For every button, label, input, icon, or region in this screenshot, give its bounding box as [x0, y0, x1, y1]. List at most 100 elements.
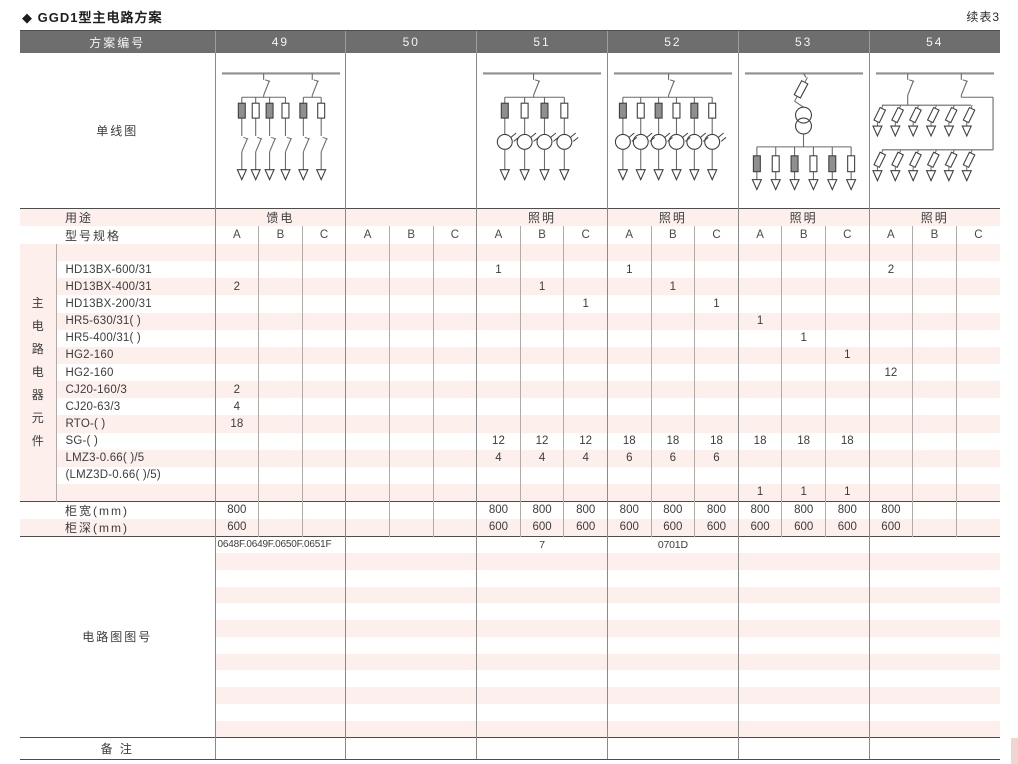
drawing-filler-cell — [606, 586, 739, 604]
qty-cell — [388, 381, 434, 399]
qty-cell — [345, 398, 390, 416]
qty-cell — [388, 449, 434, 467]
qty-cell — [563, 346, 608, 364]
dimension-cell: 800 — [563, 500, 608, 519]
qty-cell — [388, 346, 434, 364]
group-label-char-5: 元 — [31, 410, 44, 425]
qty-cell — [345, 415, 390, 433]
qty-cell — [606, 381, 652, 399]
qty-cell: 6 — [606, 449, 652, 467]
drawing-filler-cell — [606, 704, 739, 721]
qty-cell — [519, 261, 564, 279]
drawing-row — [20, 586, 1000, 604]
drawing-filler-cell — [345, 620, 477, 637]
qty-cell — [912, 432, 957, 450]
drawing-filler-cell — [737, 653, 870, 671]
qty-cell — [476, 312, 521, 330]
qty-cell — [781, 244, 826, 262]
drawing-filler-cell — [214, 687, 346, 705]
drawing-filler-cell — [214, 569, 346, 587]
model-name: HD13BX-400/31 — [56, 278, 216, 296]
cabinet-depth-row: 柜深(mm) 600 600 600 600 600 600 600 600 600 600 600 — [20, 518, 1000, 537]
qty-cell — [345, 449, 390, 467]
dimension-cell: 600 — [650, 518, 695, 537]
qty-cell — [650, 363, 695, 382]
qty-cell — [519, 363, 564, 382]
remark-cell-52 — [606, 737, 739, 761]
drawing-row — [20, 569, 1000, 587]
qty-cell — [258, 381, 303, 399]
qty-cell: 6 — [650, 449, 695, 467]
qty-cell — [737, 363, 782, 382]
dimension-cell: 800 — [694, 500, 739, 519]
qty-cell — [955, 312, 1000, 330]
qty-cell — [824, 415, 870, 433]
model-name: CJ20-160/3 — [56, 381, 216, 399]
drawing-filler-cell — [476, 603, 608, 621]
dimension-cell — [258, 500, 303, 519]
usage-cell-49: 馈电 — [214, 208, 346, 226]
qty-cell — [868, 466, 913, 484]
qty-cell — [824, 278, 870, 296]
qty-cell — [912, 329, 957, 347]
qty-cell — [563, 381, 608, 399]
qty-cell — [824, 398, 870, 416]
qty-cell: 12 — [563, 432, 608, 450]
qty-cell — [345, 329, 390, 347]
qty-cell: 12 — [476, 432, 521, 450]
qty-cell — [519, 312, 564, 330]
dimension-cell: 800 — [737, 500, 782, 519]
drawing-number-cell-52: 0701D — [606, 535, 739, 553]
qty-cell — [258, 278, 303, 296]
dimension-cell — [388, 500, 434, 519]
drawing-filler-cell — [606, 569, 739, 587]
qty-cell — [301, 261, 346, 279]
qty-cell — [694, 381, 739, 399]
qty-cell — [781, 312, 826, 330]
qty-cell — [258, 244, 303, 262]
qty-cell — [301, 398, 346, 416]
group-label-char-3: 电 — [31, 364, 44, 379]
single-line-diagram-53 — [744, 72, 863, 191]
drawing-row — [20, 720, 1000, 738]
remark-row: 备 注 — [20, 737, 1000, 761]
drawing-filler-cell — [214, 586, 346, 604]
qty-cell — [868, 483, 913, 502]
drawing-filler-cell — [345, 720, 477, 738]
qty-cell — [781, 449, 826, 467]
qty-cell: 18 — [606, 432, 652, 450]
qty-cell — [563, 398, 608, 416]
qty-cell — [432, 398, 477, 416]
group-label-cell: 主电路电器元件 — [20, 244, 57, 502]
qty-cell — [258, 312, 303, 330]
qty-cell — [214, 295, 259, 313]
drawing-filler-cell — [214, 636, 346, 654]
qty-cell — [606, 363, 652, 382]
dimension-cell: 600 — [563, 518, 608, 537]
drawing-row — [20, 670, 1000, 688]
subcol-header-51C: C — [563, 226, 608, 244]
page-corner-mark — [1011, 738, 1018, 764]
dimension-cell: 600 — [476, 518, 521, 537]
group-label-char-2: 路 — [31, 341, 44, 356]
qty-cell — [868, 244, 913, 262]
dimension-cell: 600 — [214, 518, 259, 537]
qty-cell — [388, 432, 434, 450]
qty-cell — [476, 346, 521, 364]
qty-cell — [563, 261, 608, 279]
qty-cell: 18 — [214, 415, 259, 433]
drawing-filler-cell — [345, 552, 477, 570]
drawing-filler-cell — [868, 636, 1000, 654]
dimension-cell: 600 — [606, 518, 652, 537]
component-row: HD13BX-400/31 2 1 1 — [20, 278, 1000, 296]
subcol-header-53B: B — [781, 226, 826, 244]
qty-cell — [737, 415, 782, 433]
qty-cell — [388, 295, 434, 313]
drawing-number-cell-50 — [345, 535, 477, 553]
qty-cell — [301, 415, 346, 433]
component-row: HG2-160 12 — [20, 363, 1000, 382]
qty-cell — [824, 449, 870, 467]
qty-cell — [432, 483, 477, 502]
qty-cell — [868, 312, 913, 330]
model-name: RTO-( ) — [56, 415, 216, 433]
